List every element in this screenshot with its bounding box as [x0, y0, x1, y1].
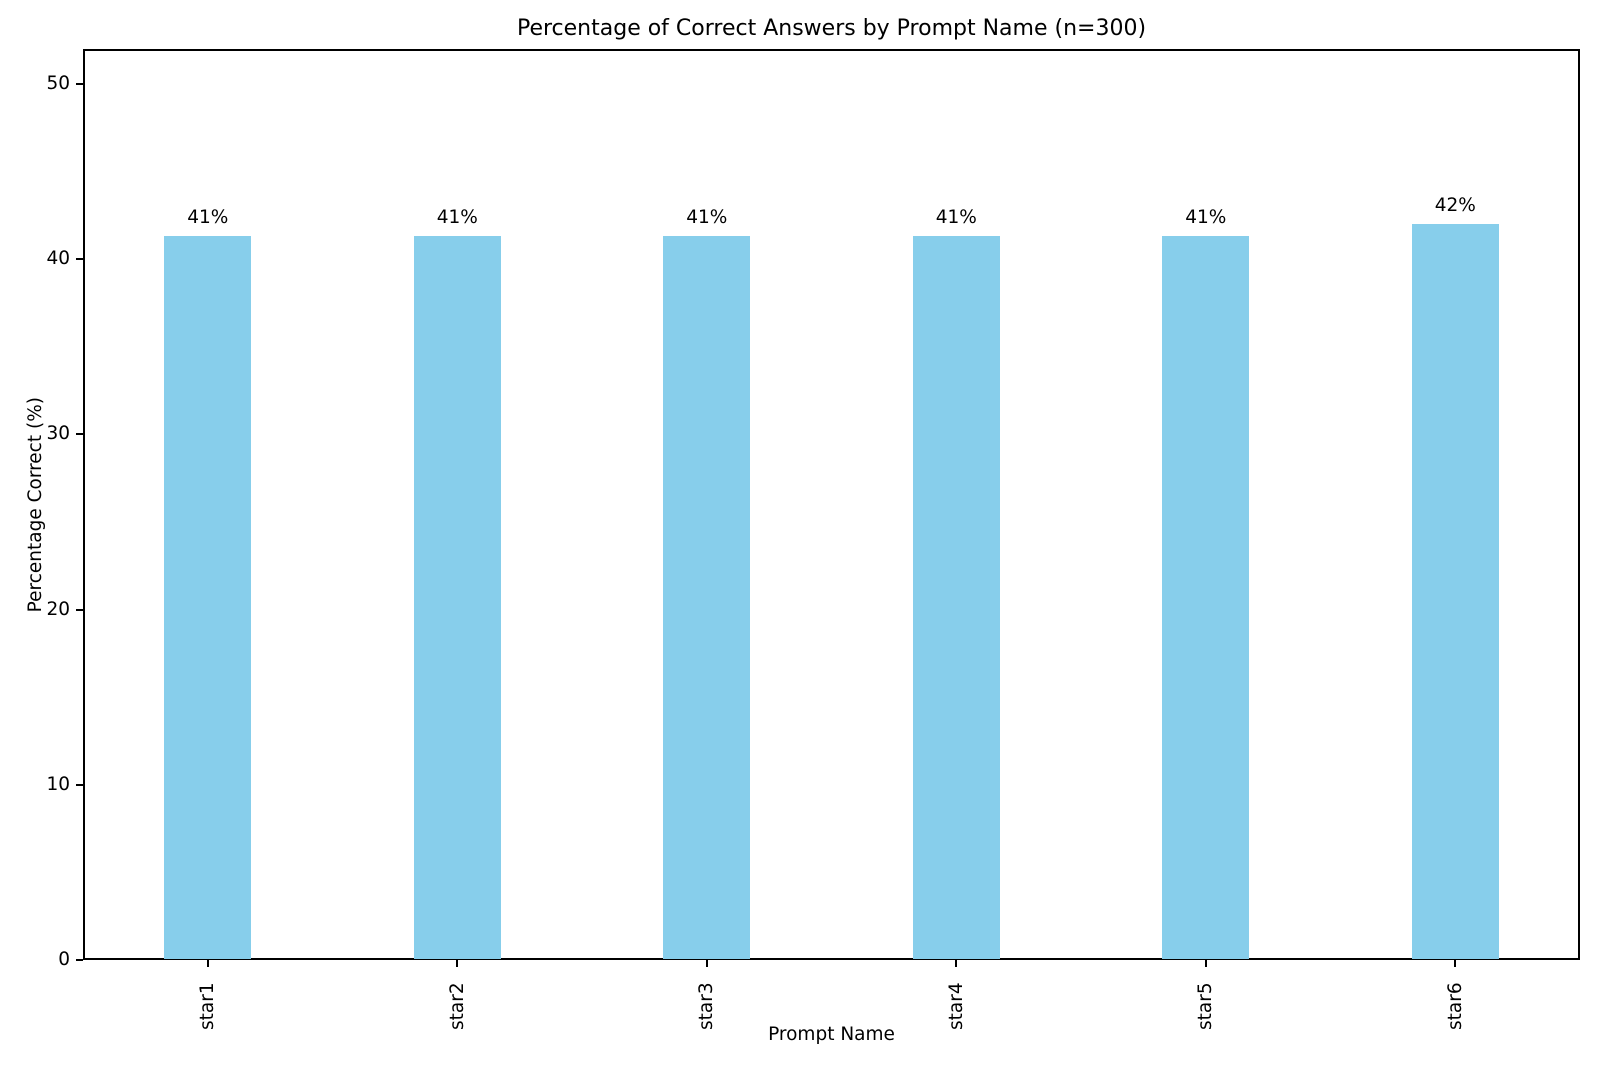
y-tick-label: 50	[46, 73, 70, 95]
x-tick-label-text: star4	[945, 982, 967, 1030]
x-tick-label: star2	[443, 972, 471, 1030]
bar-value-label: 41%	[935, 206, 977, 228]
bar-value-label: 41%	[187, 206, 229, 228]
x-tick-mark	[206, 960, 209, 967]
bar	[663, 235, 751, 959]
y-tick-mark	[76, 783, 83, 786]
y-tick-mark	[76, 608, 83, 611]
x-tick-mark	[705, 960, 708, 967]
y-tick-label: 40	[46, 248, 70, 270]
x-tick-mark	[955, 960, 958, 967]
y-tick-label: 10	[46, 773, 70, 795]
x-tick-label-text: star3	[696, 982, 718, 1030]
x-tick-mark	[1454, 960, 1457, 967]
bar	[1411, 224, 1499, 959]
y-tick-mark	[76, 83, 83, 86]
bar	[912, 235, 1000, 959]
y-tick-mark	[76, 433, 83, 436]
x-tick-label: star4	[942, 972, 970, 1030]
x-tick-label: star3	[693, 972, 721, 1030]
y-tick-mark	[76, 258, 83, 261]
bar	[413, 235, 501, 959]
bar-value-label: 42%	[1434, 195, 1476, 217]
plot-area	[83, 49, 1580, 960]
y-tick-label: 0	[58, 949, 70, 970]
y-tick-label: 30	[46, 423, 70, 445]
x-tick-label-text: star2	[446, 982, 468, 1030]
x-axis-label: Prompt Name	[768, 1024, 895, 1045]
x-tick-label: star6	[1441, 972, 1469, 1030]
bar	[1162, 235, 1250, 959]
y-tick-mark	[76, 959, 83, 961]
bar	[164, 235, 252, 959]
bar-value-label: 41%	[686, 206, 728, 228]
x-tick-label-text: star5	[1195, 982, 1217, 1030]
chart-title: Percentage of Correct Answers by Prompt …	[516, 16, 1147, 41]
y-tick-label: 20	[46, 598, 70, 620]
y-axis-label: Percentage Correct (%)	[21, 49, 49, 960]
x-tick-label-text: star6	[1444, 982, 1466, 1030]
x-tick-label-text: star1	[197, 982, 219, 1030]
x-tick-label: star5	[1192, 972, 1220, 1030]
x-tick-mark	[456, 960, 459, 967]
bar-value-label: 41%	[436, 206, 478, 228]
bar-value-label: 41%	[1185, 206, 1227, 228]
x-tick-mark	[1204, 960, 1207, 967]
x-tick-label: star1	[194, 972, 222, 1030]
